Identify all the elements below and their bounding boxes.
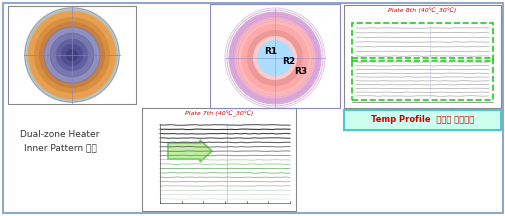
Text: R3: R3	[294, 67, 307, 76]
Circle shape	[56, 39, 88, 71]
Text: Dual-zone Heater
Inner Pattern 개선: Dual-zone Heater Inner Pattern 개선	[20, 130, 99, 152]
Circle shape	[240, 24, 309, 92]
Circle shape	[66, 49, 78, 61]
Text: Plate 7th (40℃_30℃): Plate 7th (40℃_30℃)	[184, 111, 252, 117]
Circle shape	[246, 30, 302, 86]
Circle shape	[39, 22, 105, 88]
FancyBboxPatch shape	[3, 3, 502, 213]
FancyBboxPatch shape	[8, 6, 136, 104]
Circle shape	[234, 18, 315, 98]
Text: R2: R2	[282, 57, 295, 67]
FancyBboxPatch shape	[142, 108, 295, 211]
FancyBboxPatch shape	[210, 4, 339, 108]
Text: Temp Profile  경계선 뚜렷해짐: Temp Profile 경계선 뚜렷해짐	[370, 116, 473, 124]
Circle shape	[229, 12, 320, 104]
Circle shape	[50, 33, 94, 77]
Circle shape	[26, 9, 118, 101]
FancyArrow shape	[168, 140, 212, 162]
Circle shape	[28, 11, 116, 99]
Circle shape	[257, 40, 292, 76]
Circle shape	[252, 36, 296, 80]
Text: R1: R1	[264, 48, 277, 57]
Circle shape	[61, 44, 83, 66]
FancyBboxPatch shape	[343, 5, 500, 108]
Circle shape	[34, 17, 110, 93]
Circle shape	[44, 27, 100, 83]
Text: Plate 8th (40℃_30℃): Plate 8th (40℃_30℃)	[387, 8, 456, 14]
FancyBboxPatch shape	[343, 110, 500, 130]
Circle shape	[24, 7, 120, 103]
